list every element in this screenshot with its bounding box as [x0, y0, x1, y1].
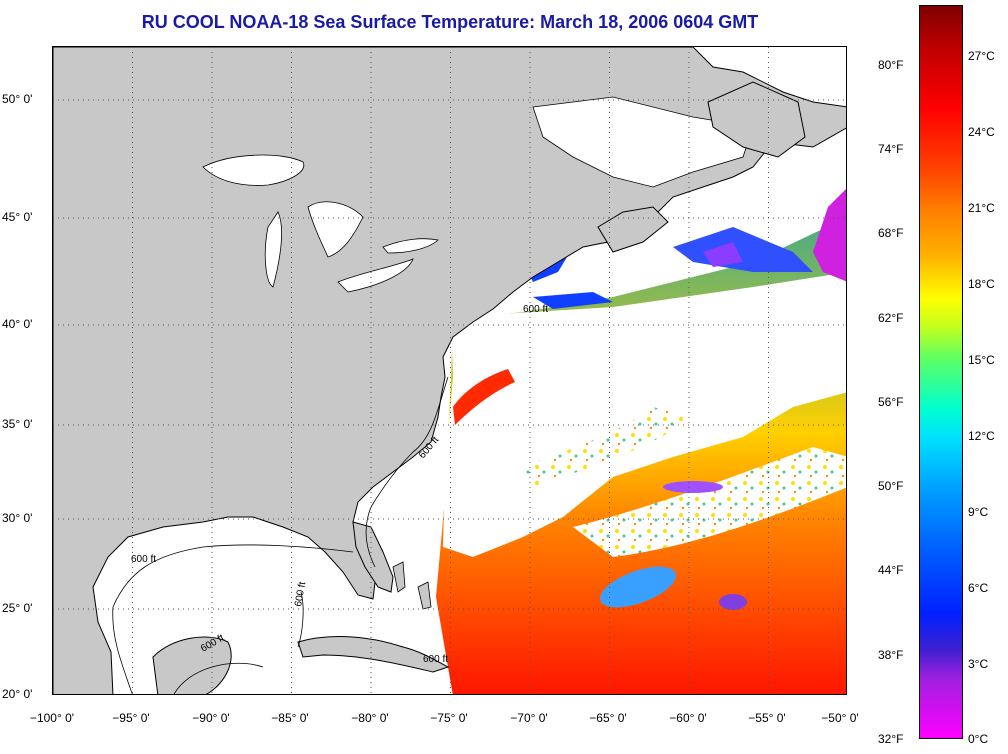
celsius-label: 21°C — [968, 201, 995, 215]
cool-eddy — [663, 481, 723, 493]
cool-eddy — [719, 594, 747, 610]
fahrenheit-label: 32°F — [878, 732, 904, 746]
gulf-stream — [453, 369, 515, 425]
celsius-label: 18°C — [968, 277, 995, 291]
fahrenheit-label: 56°F — [878, 395, 904, 409]
lon-label: −90° 0' — [192, 711, 230, 725]
lon-label: −75° 0' — [430, 711, 468, 725]
florida — [352, 521, 394, 593]
great-lakes — [264, 211, 282, 288]
fahrenheit-label: 50°F — [878, 479, 904, 493]
celsius-label: 24°C — [968, 125, 995, 139]
lon-label: −100° 0' — [29, 711, 75, 725]
fahrenheit-label: 74°F — [878, 142, 904, 156]
great-lakes — [202, 154, 305, 186]
lon-label: −50° 0' — [821, 711, 859, 725]
fahrenheit-label: 38°F — [878, 648, 904, 662]
lat-label: 20° 0' — [2, 687, 33, 701]
contour-label: 600 ft — [423, 654, 448, 665]
fahrenheit-label: 62°F — [878, 311, 904, 325]
map-title: RU COOL NOAA-18 Sea Surface Temperature:… — [141, 12, 759, 32]
cold-shelf-water — [673, 227, 813, 272]
contour-label: 600 ft — [523, 304, 548, 315]
lon-label: −60° 0' — [669, 711, 707, 725]
fahrenheit-label: 80°F — [878, 58, 904, 72]
contour-label: 600 ft — [293, 581, 308, 608]
cold-shelf-water — [703, 242, 743, 267]
celsius-label: 27°C — [968, 49, 995, 63]
celsius-label: 6°C — [968, 581, 989, 595]
great-lakes — [337, 258, 414, 293]
bahamas — [392, 561, 432, 610]
lon-label: −70° 0' — [510, 711, 548, 725]
very-cold-water — [813, 189, 846, 282]
cuba — [297, 636, 450, 673]
lon-label: −85° 0' — [271, 711, 309, 725]
sst-map: 600 ft 600 ft 600 ft 600 ft 600 ft 600 f… — [52, 46, 847, 695]
newfoundland — [707, 81, 806, 158]
sst-map-canvas: 600 ft 600 ft 600 ft 600 ft 600 ft 600 f… — [53, 47, 846, 694]
cool-eddy — [600, 566, 676, 608]
great-lakes — [382, 238, 439, 254]
lon-label: −65° 0' — [589, 711, 627, 725]
celsius-label: 9°C — [968, 505, 989, 519]
fahrenheit-label: 68°F — [878, 226, 904, 240]
lon-label: −95° 0' — [112, 711, 150, 725]
temperature-colorbar — [919, 5, 963, 739]
lon-label: −80° 0' — [351, 711, 389, 725]
lat-label: 25° 0' — [2, 601, 33, 615]
celsius-label: 0°C — [968, 732, 989, 746]
lat-label: 35° 0' — [2, 417, 33, 431]
lat-label: 30° 0' — [2, 511, 33, 525]
lat-label: 50° 0' — [2, 92, 33, 106]
yucatan — [152, 636, 232, 694]
great-lakes — [307, 201, 364, 258]
fahrenheit-label: 44°F — [878, 563, 904, 577]
lat-label: 40° 0' — [2, 317, 33, 331]
depth-contour-600ft — [112, 376, 449, 694]
lon-label: −55° 0' — [748, 711, 786, 725]
graticule — [53, 47, 846, 694]
celsius-label: 15°C — [968, 353, 995, 367]
contour-label: 600 ft — [131, 554, 156, 565]
gulf-st-lawrence — [532, 96, 754, 188]
lat-label: 45° 0' — [2, 210, 33, 224]
nova-scotia — [597, 206, 669, 253]
celsius-label: 12°C — [968, 429, 995, 443]
celsius-label: 3°C — [968, 657, 989, 671]
